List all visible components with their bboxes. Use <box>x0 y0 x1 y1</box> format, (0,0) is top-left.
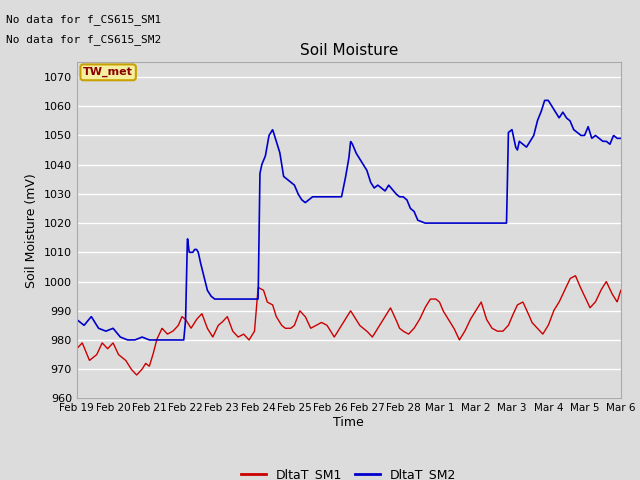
Y-axis label: Soil Moisture (mV): Soil Moisture (mV) <box>25 173 38 288</box>
Text: No data for f_CS615_SM1: No data for f_CS615_SM1 <box>6 14 162 25</box>
Legend: DltaT_SM1, DltaT_SM2: DltaT_SM1, DltaT_SM2 <box>236 463 461 480</box>
Title: Soil Moisture: Soil Moisture <box>300 44 398 59</box>
Text: TW_met: TW_met <box>83 67 133 77</box>
X-axis label: Time: Time <box>333 416 364 429</box>
Text: No data for f_CS615_SM2: No data for f_CS615_SM2 <box>6 34 162 45</box>
